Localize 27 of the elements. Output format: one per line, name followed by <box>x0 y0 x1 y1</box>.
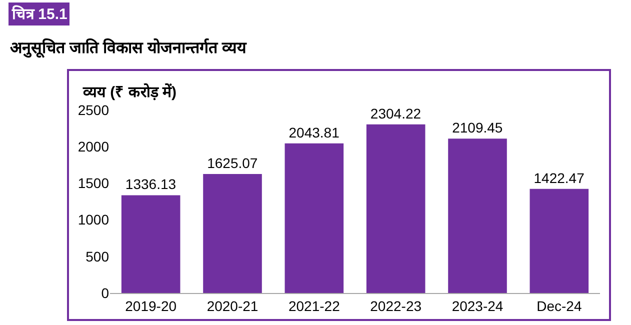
x-tick-label: 2021-22 <box>288 298 340 314</box>
x-tick-label: 2020-21 <box>206 298 258 314</box>
data-label: 1422.47 <box>534 170 585 186</box>
y-tick-label: 0 <box>101 284 110 301</box>
bar <box>203 174 262 293</box>
bar <box>448 138 507 293</box>
data-label: 2043.81 <box>288 124 340 140</box>
y-tick-label: 500 <box>86 248 110 264</box>
data-label: 1625.07 <box>207 155 258 172</box>
y-tick-label: 1000 <box>78 212 110 228</box>
y-axis-title: व्यय (₹ करोड़ में) <box>82 83 176 101</box>
data-label: 2304.22 <box>370 105 422 122</box>
bar <box>284 143 344 293</box>
x-tick-label: 2023-24 <box>452 298 504 314</box>
chart-subtitle: अनुसूचित जाति विकास योजनान्तर्गत व्यय <box>10 38 247 58</box>
bar <box>121 195 180 293</box>
bar <box>530 188 589 293</box>
x-tick-label: 2022-23 <box>370 298 422 314</box>
x-tick-label: 2019-20 <box>125 298 177 314</box>
chart-title: चित्र 15.1 <box>11 5 68 23</box>
x-tick-label: Dec-24 <box>536 298 582 314</box>
data-label: 2109.45 <box>452 120 503 136</box>
bar <box>366 124 426 293</box>
y-tick-label: 2000 <box>78 138 110 154</box>
y-tick-label: 2500 <box>78 102 110 118</box>
y-tick-label: 1500 <box>78 175 110 192</box>
data-label: 1336.13 <box>125 176 176 192</box>
